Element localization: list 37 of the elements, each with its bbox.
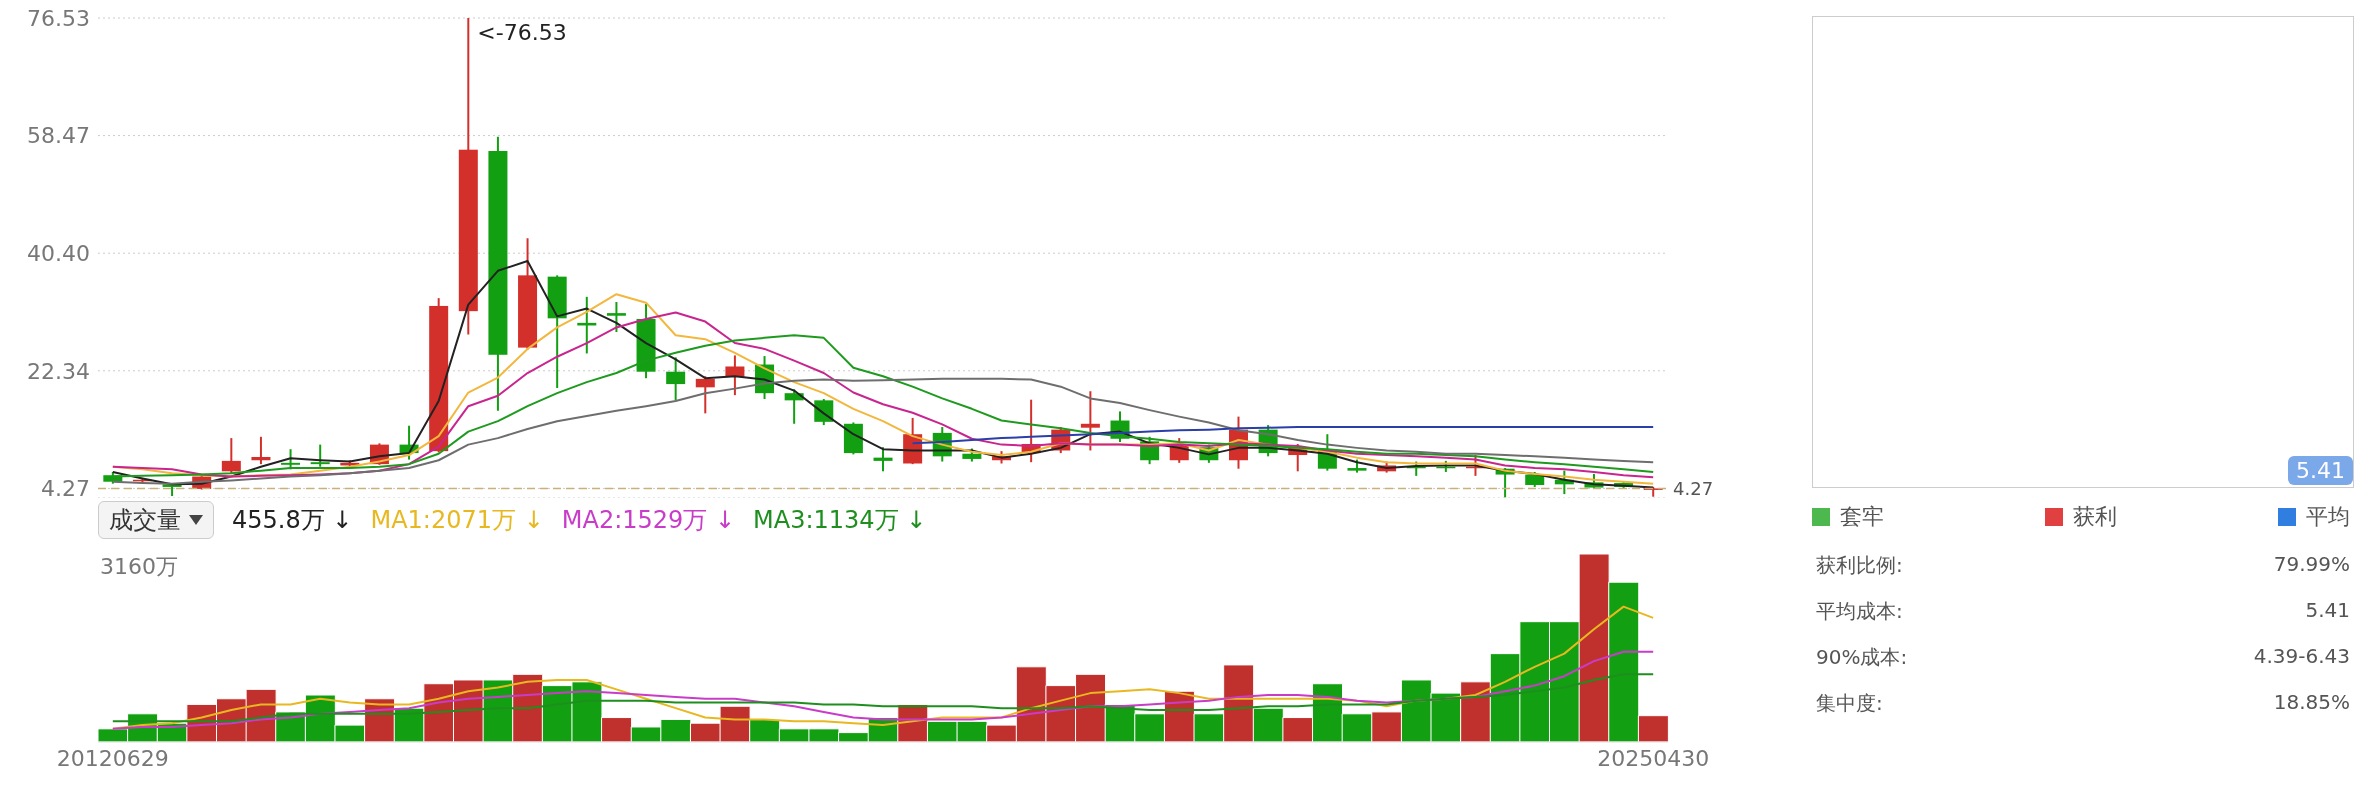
candlestick bbox=[666, 356, 686, 402]
text: 平均成本: bbox=[1816, 598, 1903, 625]
x-tick-label: 20120629 bbox=[56, 745, 169, 771]
text: 4.39-6.43 bbox=[2253, 644, 2350, 670]
text: MA3:1134万 ↓ bbox=[753, 505, 927, 536]
text: MA1:2071万 ↓ bbox=[370, 505, 544, 536]
candlestick bbox=[695, 375, 715, 415]
y-tick-label: 76.53 bbox=[27, 5, 90, 31]
chart-title: 成交量 bbox=[109, 505, 181, 536]
x-tick-label: 20250430 bbox=[1597, 745, 1710, 771]
annotation: 3160万 bbox=[100, 553, 178, 581]
text: 5.41 bbox=[2305, 598, 2350, 624]
text: 79.99% bbox=[2273, 552, 2350, 578]
y-tick-label: 40.40 bbox=[27, 241, 90, 267]
candlestick bbox=[1080, 390, 1100, 452]
candlestick bbox=[725, 354, 745, 397]
y-tick-label: 22.34 bbox=[27, 358, 90, 384]
candlestick bbox=[310, 443, 330, 468]
legend-label: 获利 bbox=[2072, 503, 2117, 531]
candlestick bbox=[251, 435, 271, 466]
candlestick bbox=[873, 446, 893, 473]
candlestick bbox=[606, 301, 626, 333]
candlestick bbox=[221, 437, 241, 475]
text: 90%成本: bbox=[1816, 644, 1908, 671]
text: MA2:1529万 ↓ bbox=[561, 505, 736, 536]
text: 获利比例: bbox=[1816, 552, 1903, 579]
y-tick-label: 58.47 bbox=[27, 123, 90, 149]
ref-line-label: 4.27 bbox=[1673, 477, 1714, 499]
dropdown: 成交量 bbox=[98, 501, 214, 539]
legend-label: 平均 bbox=[2305, 503, 2350, 531]
chart-subtitle: 455.8万 ↓ bbox=[232, 505, 353, 536]
y-tick-label: 4.27 bbox=[41, 476, 90, 502]
text: 18.85% bbox=[2273, 690, 2350, 716]
text: 5.41 bbox=[2288, 456, 2353, 485]
legend-label: 套牢 bbox=[1839, 503, 1884, 531]
text: 集中度: bbox=[1816, 690, 1883, 717]
annotation: <-76.53 bbox=[477, 19, 567, 45]
